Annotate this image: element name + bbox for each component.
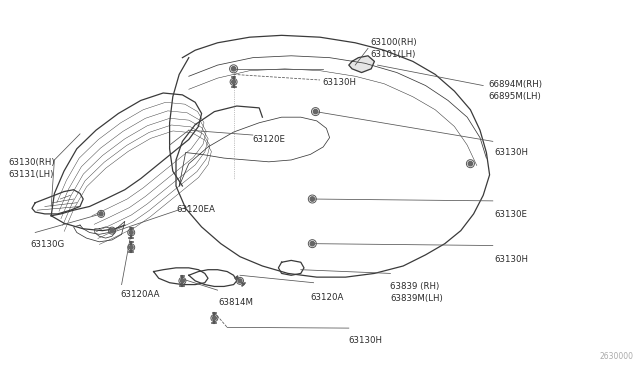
Circle shape	[110, 229, 114, 232]
Text: 63839M(LH): 63839M(LH)	[390, 294, 443, 303]
Text: 63839 (RH): 63839 (RH)	[390, 282, 439, 291]
Text: 63814M: 63814M	[218, 298, 253, 307]
Text: 63130(RH): 63130(RH)	[8, 158, 54, 167]
Text: 63100(RH): 63100(RH)	[370, 38, 417, 47]
Text: 66895M(LH): 66895M(LH)	[488, 92, 541, 101]
Circle shape	[310, 241, 314, 246]
Text: 63120EA: 63120EA	[176, 205, 215, 214]
Circle shape	[314, 109, 317, 114]
Circle shape	[99, 212, 103, 216]
Circle shape	[180, 279, 184, 283]
Text: 63101(LH): 63101(LH)	[370, 50, 415, 59]
Text: 63120A: 63120A	[310, 293, 344, 302]
Circle shape	[238, 279, 242, 283]
Text: 63120AA: 63120AA	[120, 290, 159, 299]
Text: 63120E: 63120E	[252, 135, 285, 144]
Circle shape	[129, 246, 133, 249]
Text: 63130H: 63130H	[322, 78, 356, 87]
Text: 66894M(RH): 66894M(RH)	[488, 80, 542, 89]
Text: 63130E: 63130E	[494, 210, 527, 219]
Text: 2630000: 2630000	[600, 352, 634, 361]
Text: 63130H: 63130H	[494, 148, 528, 157]
Circle shape	[310, 197, 314, 201]
Text: 63130G: 63130G	[30, 240, 64, 249]
Text: 63130H: 63130H	[494, 255, 528, 264]
Text: 63131(LH): 63131(LH)	[8, 170, 53, 179]
Circle shape	[212, 316, 216, 320]
Circle shape	[468, 161, 472, 166]
Text: 63130H: 63130H	[348, 336, 382, 345]
Circle shape	[232, 80, 236, 84]
Circle shape	[129, 231, 133, 234]
Polygon shape	[349, 56, 374, 73]
Circle shape	[232, 67, 236, 71]
